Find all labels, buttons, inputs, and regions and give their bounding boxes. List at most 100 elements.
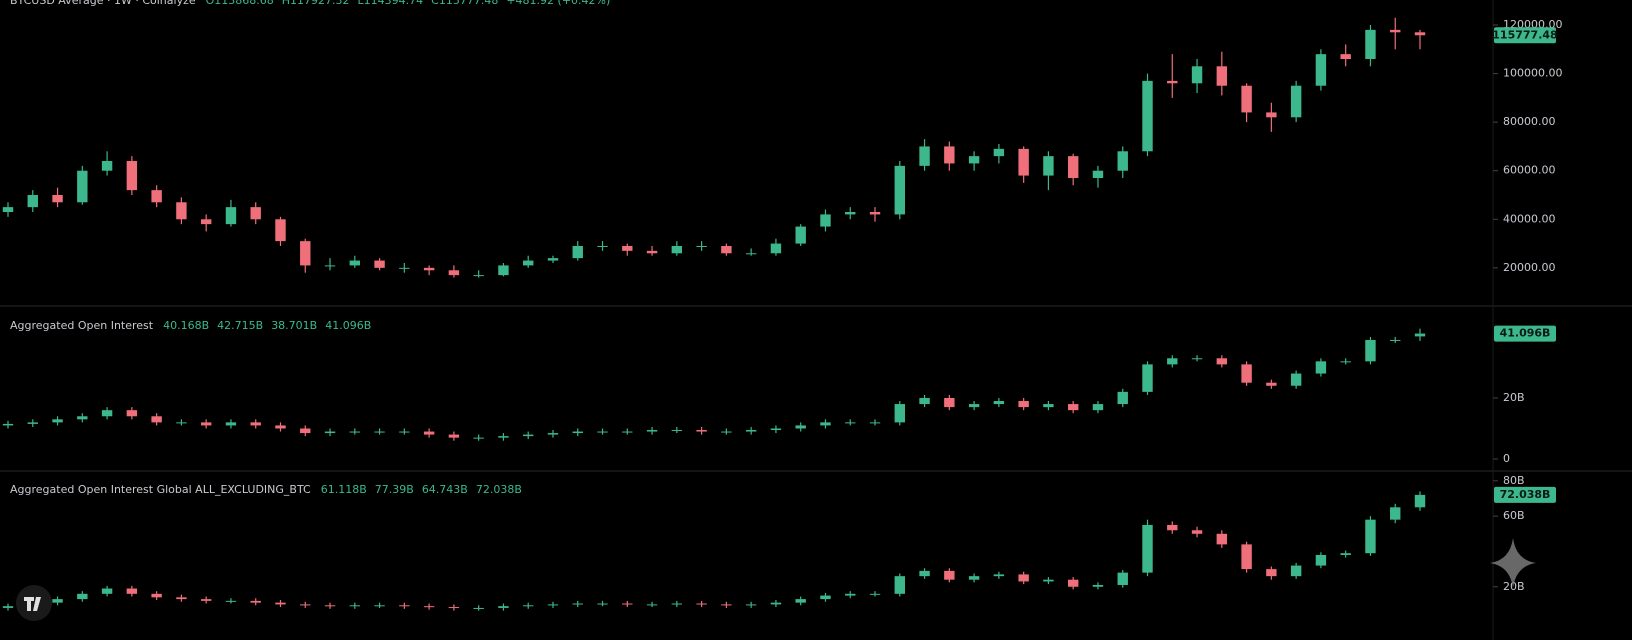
candle-body — [597, 431, 608, 433]
candle-body — [1340, 361, 1351, 363]
last-value-badge — [1494, 27, 1556, 44]
candle-body — [646, 250, 658, 254]
candle-body — [1315, 361, 1327, 374]
candle-body — [944, 146, 955, 164]
candle-body — [349, 605, 361, 607]
candle-body — [795, 425, 806, 429]
candle-body — [423, 606, 435, 608]
candle-body — [52, 599, 63, 603]
candle-body — [968, 576, 980, 580]
candle-body — [275, 425, 286, 429]
last-value-badge — [1494, 486, 1556, 503]
candle-body — [894, 576, 905, 594]
candle-body — [1216, 66, 1228, 86]
candle-body — [77, 416, 88, 420]
candle-body — [101, 410, 113, 417]
candle-body — [1092, 170, 1104, 178]
candle-body — [968, 156, 980, 164]
y-tick-label: 80000.00 — [1503, 115, 1556, 128]
candle-body — [1018, 148, 1029, 176]
candle-body — [1390, 507, 1401, 520]
candle-body — [399, 267, 410, 269]
candle-body — [523, 434, 534, 437]
candle-body — [1067, 579, 1079, 587]
candle-body — [27, 422, 38, 424]
candle-body — [374, 260, 385, 268]
candle-body — [200, 219, 212, 225]
candle-body — [151, 190, 162, 203]
candle-body — [646, 430, 658, 432]
candle-body — [745, 253, 757, 255]
candle-body — [597, 245, 608, 247]
candle-body — [324, 265, 336, 267]
candle-body — [523, 260, 534, 266]
candle-body — [770, 602, 782, 605]
candle-body — [2, 423, 14, 426]
candle-body — [1043, 579, 1054, 582]
y-tick-label: 20B — [1503, 580, 1525, 593]
candle-body — [993, 148, 1005, 157]
last-value-badge — [1494, 325, 1556, 342]
candle-body — [993, 401, 1005, 405]
candle-body — [52, 419, 63, 423]
candle-body — [869, 422, 881, 424]
candle-body — [1266, 382, 1277, 386]
candle-body — [1340, 54, 1351, 60]
candle-body — [944, 397, 955, 408]
candle-body — [126, 588, 138, 594]
candle-body — [869, 211, 881, 215]
candle-body — [646, 604, 658, 606]
ohlc-value: 72.038B — [476, 483, 522, 496]
candle-body — [300, 604, 311, 606]
candle-body — [894, 165, 905, 215]
watermark-star — [1490, 538, 1536, 588]
candle-body — [1167, 358, 1178, 365]
candle-body — [572, 603, 583, 605]
candle-body — [1117, 391, 1128, 405]
last-value-label: 72.038B — [1500, 488, 1551, 501]
candle-body — [1216, 533, 1228, 545]
candle-body — [1142, 80, 1153, 152]
candle-body — [597, 603, 608, 605]
candle-body — [795, 599, 806, 603]
y-tick-label: 60B — [1503, 509, 1525, 522]
y-tick-label: 40000.00 — [1503, 212, 1556, 225]
candle-body — [919, 397, 930, 405]
candle-body — [1092, 404, 1104, 411]
candle-body — [745, 604, 757, 606]
candle-body — [1290, 85, 1302, 118]
candle-body — [1142, 524, 1153, 573]
candle-body — [1266, 569, 1277, 577]
ohlc-value: 42.715B — [217, 319, 263, 332]
candle-body — [1390, 29, 1401, 33]
candle-body — [671, 430, 683, 432]
candle-body — [622, 603, 633, 605]
candle-body — [1117, 151, 1128, 171]
ohlc-value: 64.743B — [422, 483, 468, 496]
y-tick-label: 0 — [1503, 452, 1510, 465]
candle-body — [547, 604, 559, 606]
candle-body — [498, 436, 509, 438]
candle-body — [200, 599, 212, 601]
candle-body — [1191, 358, 1203, 360]
last-value-label: 41.096B — [1500, 327, 1551, 340]
candle-body — [250, 600, 261, 603]
candle-body — [324, 431, 336, 434]
candle-body — [151, 593, 162, 598]
candle-body — [622, 431, 633, 433]
candle-body — [1067, 156, 1079, 178]
candle-body — [423, 431, 435, 435]
candle-body — [77, 170, 88, 203]
candle-body — [498, 606, 509, 608]
candle-body — [176, 202, 187, 220]
candle-body — [498, 265, 509, 276]
candle-body — [250, 422, 261, 426]
candle-body — [869, 593, 881, 595]
candle-body — [1290, 565, 1302, 577]
candle-body — [423, 267, 435, 271]
candle-body — [1365, 339, 1376, 362]
candle-body — [275, 219, 286, 242]
candle-body — [770, 428, 782, 431]
